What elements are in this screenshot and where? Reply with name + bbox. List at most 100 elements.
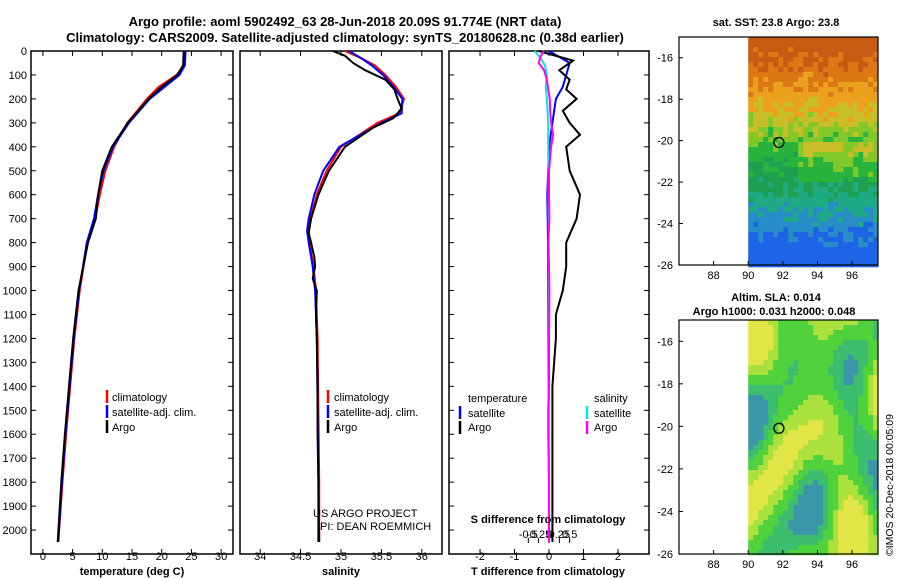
map-cell (838, 202, 844, 208)
map-cell (868, 247, 874, 253)
map-cell (788, 465, 794, 471)
map-cell (853, 172, 859, 178)
map-cell (868, 72, 874, 78)
map-cell (793, 122, 799, 128)
legend-temp-argo-label: Argo (468, 422, 491, 434)
map-cell (793, 47, 799, 53)
map-cell (843, 350, 849, 356)
map-cell (808, 87, 814, 93)
map-cell (818, 370, 824, 376)
map-cell (838, 425, 844, 431)
map-cell (868, 435, 874, 441)
map-cell (838, 72, 844, 78)
map-cell (863, 67, 869, 73)
map-cell (818, 57, 824, 63)
map-cell (753, 252, 759, 258)
map-cell (758, 390, 764, 396)
map-cell (798, 380, 804, 386)
map-cell (833, 72, 839, 78)
map-cell (873, 72, 879, 78)
map-cell (833, 37, 839, 43)
map-cell (793, 242, 799, 248)
map-cell (843, 525, 849, 531)
map-cell (753, 192, 759, 198)
map-cell (778, 380, 784, 386)
map-cell (853, 232, 859, 238)
map-cell (803, 375, 809, 381)
map-cell (783, 365, 789, 371)
map-cell (833, 535, 839, 541)
map-cell (763, 515, 769, 521)
map-cell (773, 242, 779, 248)
map-cell (813, 370, 819, 376)
y-tick-label: 0 (21, 46, 27, 58)
map-cell (773, 405, 779, 411)
map-cell (848, 147, 854, 153)
map-cell (793, 162, 799, 168)
map-cell (818, 355, 824, 361)
map-cell (803, 480, 809, 486)
map-cell (863, 380, 869, 386)
map-cell (788, 52, 794, 58)
map-cell (793, 550, 799, 556)
map-cell (773, 82, 779, 88)
map-cell (763, 505, 769, 511)
map-cell (758, 127, 764, 133)
map-cell (858, 385, 864, 391)
map-cell (833, 192, 839, 198)
map-cell (788, 57, 794, 63)
map-cell (788, 530, 794, 536)
map-cell (853, 480, 859, 486)
map-cell (863, 247, 869, 253)
map-cell (773, 335, 779, 341)
map-cell (753, 505, 759, 511)
map-cell (863, 460, 869, 466)
map-cell (853, 137, 859, 143)
map-cell (798, 520, 804, 526)
map-cell (768, 535, 774, 541)
legend-sal-satellite-label: satellite (594, 408, 631, 420)
map-cell (848, 167, 854, 173)
map-cell (788, 132, 794, 138)
map-cell (773, 505, 779, 511)
map-cell (748, 202, 754, 208)
map-cell (823, 430, 829, 436)
map-cell (843, 535, 849, 541)
map-cell (838, 47, 844, 53)
map-cell (808, 127, 814, 133)
map-cell (848, 325, 854, 331)
map-cell (753, 137, 759, 143)
map-cell (763, 167, 769, 173)
map-cell (843, 62, 849, 68)
map-cell (808, 172, 814, 178)
map-cell (793, 445, 799, 451)
map-cell (833, 520, 839, 526)
map-cell (853, 420, 859, 426)
map-cell (753, 227, 759, 233)
map-cell (873, 395, 879, 401)
map-cell (818, 162, 824, 168)
map-cell (868, 107, 874, 113)
map-cell (753, 380, 759, 386)
map-cell (823, 425, 829, 431)
map-cell (748, 415, 754, 421)
map-cell (758, 540, 764, 546)
map-cell (773, 340, 779, 346)
map-cell (828, 325, 834, 331)
map-cell (783, 420, 789, 426)
map-cell (793, 405, 799, 411)
map-cell (793, 495, 799, 501)
map-cell (838, 435, 844, 441)
map-y-tick-label: -22 (657, 464, 673, 476)
map-cell (798, 217, 804, 223)
map-cell (758, 485, 764, 491)
sst-map-title: sat. SST: 23.8 Argo: 23.8 (713, 17, 840, 29)
map-cell (868, 217, 874, 223)
map-cell (808, 137, 814, 143)
map-cell (748, 42, 754, 48)
map-cell (768, 47, 774, 53)
map-cell (818, 460, 824, 466)
map-cell (793, 400, 799, 406)
map-cell (778, 237, 784, 243)
map-cell (773, 350, 779, 356)
